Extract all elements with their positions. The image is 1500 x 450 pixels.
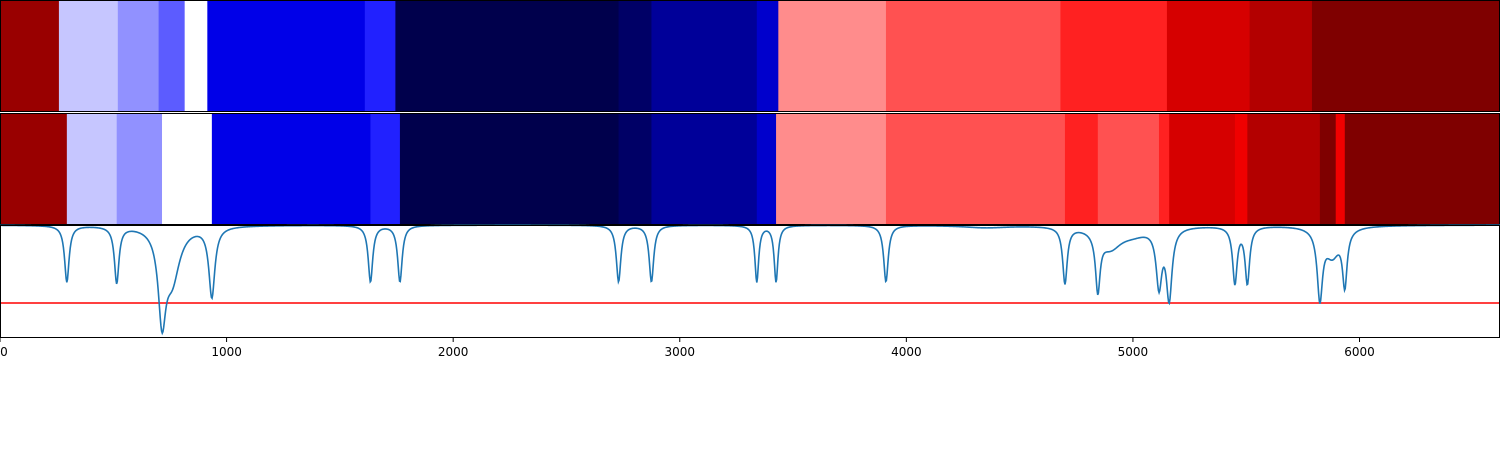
line-panel-background [0,225,1500,338]
band-segment-2-13 [1064,113,1099,225]
band-row-1 [0,0,1500,112]
band-segment-2-21 [1344,113,1500,225]
band-segment-1-4 [158,0,186,112]
band-segment-2-20 [1335,113,1346,225]
band-segment-1-7 [364,0,396,112]
band-segment-2-8 [618,113,653,225]
band-segment-1-2 [58,0,119,112]
band-segment-2-15 [1158,113,1170,225]
band-segment-1-15 [1166,0,1251,112]
band-segment-2-4 [162,113,213,225]
band-segment-1-17 [1311,0,1500,112]
x-tick-label: 5000 [1118,345,1149,359]
band-segment-1-6 [207,0,366,112]
band-segment-2-1 [0,113,68,225]
band-segment-2-10 [756,113,777,225]
x-axis: 0 1000 2000 3000 4000 5000 6000 [0,338,1375,359]
spectrum-line [0,224,1500,336]
band-segment-1-9 [618,0,653,112]
band-segment-1-13 [885,0,1062,112]
band-segment-1-12 [778,0,887,112]
band-segment-2-9 [651,113,758,225]
band-segment-2-11 [776,113,887,225]
x-tick-label: 4000 [891,345,922,359]
x-tick-label: 1000 [211,345,242,359]
band-segment-1-10 [651,0,758,112]
band-segment-2-14 [1097,113,1160,225]
band-segment-2-12 [885,113,1066,225]
band-segment-2-7 [399,113,620,225]
band-segment-1-5 [184,0,208,112]
band-segment-1-16 [1249,0,1313,112]
band-segment-2-16 [1169,113,1236,225]
x-tick-label: 6000 [1344,345,1375,359]
band-segment-2-17 [1234,113,1248,225]
line-panel [0,224,1500,338]
band-segment-1-8 [395,0,620,112]
band-segment-2-3 [116,113,163,225]
band-segment-1-14 [1060,0,1168,112]
band-segment-1-3 [117,0,160,112]
band-segment-2-5 [211,113,372,225]
band-row-2 [0,113,1500,225]
band-segment-1-11 [756,0,779,112]
band-segment-2-6 [370,113,401,225]
x-tick-label: 0 [0,345,8,359]
x-tick-label: 2000 [438,345,469,359]
band-segment-1-1 [0,0,60,112]
x-tick-label: 3000 [664,345,695,359]
band-segment-2-18 [1247,113,1321,225]
band-segment-2-2 [66,113,118,225]
band-segment-2-19 [1319,113,1337,225]
